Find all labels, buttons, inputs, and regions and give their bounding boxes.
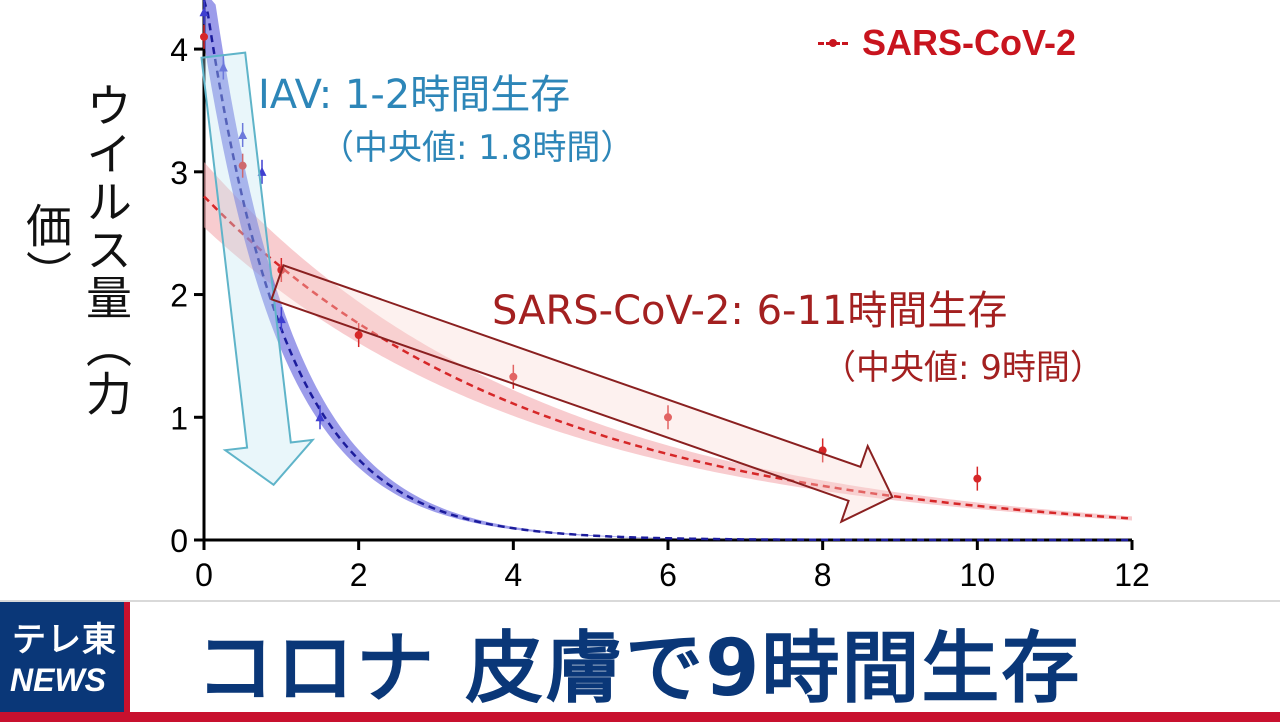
iav-data-point bbox=[315, 412, 325, 422]
sars-data-point bbox=[354, 331, 363, 340]
x-tick-label: 12 bbox=[1114, 557, 1150, 593]
chart-legend: SARS-CoV-2 bbox=[818, 22, 1076, 64]
x-tick-label: 4 bbox=[504, 557, 522, 593]
y-axis-label: ウイルス量（力価） bbox=[19, 82, 133, 418]
sars-data-point bbox=[973, 474, 982, 483]
headline: コロナ 皮膚で9時間生存 bbox=[196, 624, 1082, 714]
y-tick-label: 1 bbox=[170, 400, 188, 436]
y-tick-label: 4 bbox=[170, 32, 188, 68]
iav-data-point bbox=[199, 7, 209, 17]
sars-data-point bbox=[200, 32, 208, 41]
tv-tokyo-news-logo: テレ東 NEWS bbox=[0, 602, 130, 712]
y-tick-label: 0 bbox=[170, 523, 188, 559]
x-tick-label: 8 bbox=[814, 557, 832, 593]
iav-data-point bbox=[218, 62, 228, 72]
y-tick-label: 2 bbox=[170, 278, 188, 314]
news-banner: テレ東 NEWS コロナ 皮膚で9時間生存 bbox=[0, 600, 1280, 722]
x-tick-label: 6 bbox=[659, 557, 677, 593]
banner-accent-bar bbox=[0, 712, 1280, 722]
iav-trend-arrow bbox=[200, 51, 316, 487]
sars-annotation-median: （中央値: 9時間） bbox=[822, 348, 1104, 388]
iav-annotation-median: （中央値: 1.8時間） bbox=[320, 128, 635, 168]
legend-label-sars: SARS-CoV-2 bbox=[862, 22, 1077, 63]
sars-data-point bbox=[238, 161, 247, 170]
x-tick-label: 2 bbox=[350, 557, 368, 593]
iav-annotation-title: IAV: 1-2時間生存 bbox=[258, 72, 571, 118]
sars-trend-arrow bbox=[270, 264, 894, 524]
sars-annotation-title: SARS-CoV-2: 6-11時間生存 bbox=[492, 288, 1008, 334]
legend-marker-icon bbox=[818, 38, 848, 49]
logo-text-top: テレ東 bbox=[12, 620, 117, 660]
iav-data-point bbox=[238, 130, 248, 139]
x-tick-label: 10 bbox=[960, 557, 996, 593]
logo-text-bottom: NEWS bbox=[10, 662, 106, 698]
iav-data-point bbox=[276, 314, 286, 324]
sars-data-point bbox=[664, 413, 672, 422]
x-tick-label: 0 bbox=[195, 557, 213, 593]
y-tick-label: 3 bbox=[170, 155, 188, 191]
sars-data-point bbox=[509, 372, 518, 381]
iav-fit-line bbox=[202, 0, 1133, 542]
